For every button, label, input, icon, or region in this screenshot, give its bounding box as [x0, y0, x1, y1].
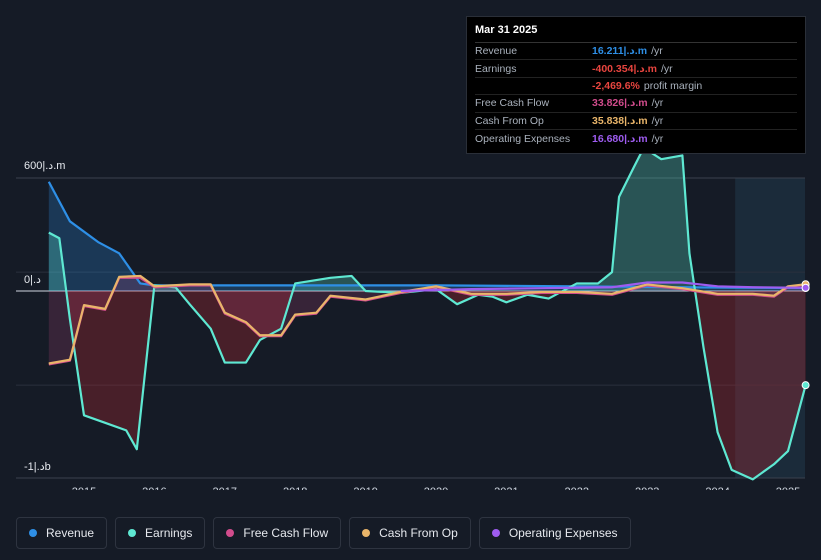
x-tick-label: 2019: [353, 486, 377, 490]
y-axis-top-label: 600|.د.m: [24, 160, 66, 172]
earnings-line: [48, 146, 807, 481]
tooltip-row-label: Operating Expenses: [475, 132, 571, 145]
legend-item-cash-from-op[interactable]: Cash From Op: [349, 517, 471, 549]
x-tick-label: 2022: [565, 486, 589, 490]
free-cash-flow-area: [48, 277, 806, 365]
tooltip-row-value: 16.211|.د.m: [592, 45, 648, 58]
legend-item-revenue[interactable]: Revenue: [16, 517, 108, 549]
series-areas: [48, 147, 806, 480]
revenue-area: [48, 181, 806, 291]
operating-expenses-line: [400, 281, 806, 293]
chart: 2015 2016 2017 2018 2019 2020 2021 2022 2023 2024…: [16, 146, 810, 490]
tooltip-row-value: -400.354|.د.m: [592, 62, 657, 75]
legend-label: Earnings: [145, 526, 193, 540]
legend-dot-icon: [226, 529, 235, 537]
tooltip-row-unit: /yr: [651, 45, 663, 58]
tooltip-row: Earnings -400.354|.د.m/yr: [475, 60, 797, 78]
x-tick-label: 2021: [494, 486, 518, 490]
y-axis-bottom-label: -1|.دb: [24, 461, 51, 473]
tooltip-row-label: Revenue: [475, 45, 518, 58]
legend-label: Operating Expenses: [508, 526, 618, 540]
x-tick-label: 2025: [776, 486, 800, 490]
tooltip-row-value: 33.826|.د.m: [592, 97, 648, 110]
legend-item-earnings[interactable]: Earnings: [115, 517, 206, 549]
tooltip-row-value: -2,469.6%: [592, 79, 640, 92]
tooltip-date: Mar 31 2025: [475, 24, 797, 43]
grid: [16, 177, 805, 479]
tooltip-row: Operating Expenses 16.680|.د.m/yr: [475, 130, 797, 147]
legend-dot-icon: [362, 529, 371, 537]
legend-label: Revenue: [46, 526, 95, 540]
legend-item-free-cash-flow[interactable]: Free Cash Flow: [213, 517, 342, 549]
legend-label: Cash From Op: [379, 526, 458, 540]
tooltip-row-unit: /yr: [651, 132, 664, 145]
legend-dot-icon: [128, 529, 137, 537]
y-axis-zero-label: 0|.د: [24, 274, 41, 286]
cash-from-op-line: [48, 274, 806, 365]
tooltip-row: Free Cash Flow 33.826|.د.m/yr: [475, 95, 797, 113]
tooltip-row-unit: profit margin: [643, 79, 703, 92]
x-tick-label: 2018: [283, 486, 307, 490]
legend-dot-icon: [29, 529, 37, 537]
legend-dot-icon: [491, 529, 500, 537]
earnings-endpoint: [801, 381, 810, 390]
legend: Revenue Earnings Free Cash Flow Cash From O…: [16, 517, 631, 549]
x-tick-label: 2024: [705, 486, 729, 490]
tooltip-row-unit: /yr: [651, 114, 664, 127]
legend-label: Free Cash Flow: [243, 526, 329, 540]
tooltip-row-value: 35.838|.د.m: [592, 114, 648, 127]
x-tick-label: 2017: [213, 486, 237, 490]
tooltip-row-label: Cash From Op: [475, 114, 544, 127]
revenue-line: [47, 181, 806, 290]
tooltip-row: Cash From Op 35.838|.د.m/yr: [475, 113, 797, 130]
tooltip-row-label: Earnings: [475, 62, 517, 75]
tooltip-row: -2,469.6% profit margin: [475, 78, 797, 96]
x-tick-label: 2020: [424, 486, 448, 490]
tooltip-row-value: 16.680|.د.m: [592, 132, 648, 145]
earnings-area-positive: [48, 147, 806, 291]
operating-expenses-endpoint: [801, 283, 810, 292]
tooltip-row-label: Free Cash Flow: [475, 97, 550, 110]
series-lines: [47, 146, 810, 481]
data-tooltip: Mar 31 2025 Revenue 16.211|.د.m/yr Earning…: [466, 16, 806, 154]
tooltip-row-unit: /yr: [651, 97, 664, 110]
tooltip-row: Revenue 16.211|.د.m/yr: [475, 43, 797, 61]
x-tick-label: 2023: [635, 486, 659, 490]
x-tick-label: 2016: [142, 486, 166, 490]
x-tick-label: 2015: [72, 486, 96, 490]
tooltip-row-unit: /yr: [660, 62, 673, 75]
x-axis: 2015 2016 2017 2018 2019 2020 2021 2022 2023 2024…: [72, 486, 800, 490]
legend-item-operating-expenses[interactable]: Operating Expenses: [478, 517, 631, 549]
earnings-area-negative: [48, 291, 806, 480]
